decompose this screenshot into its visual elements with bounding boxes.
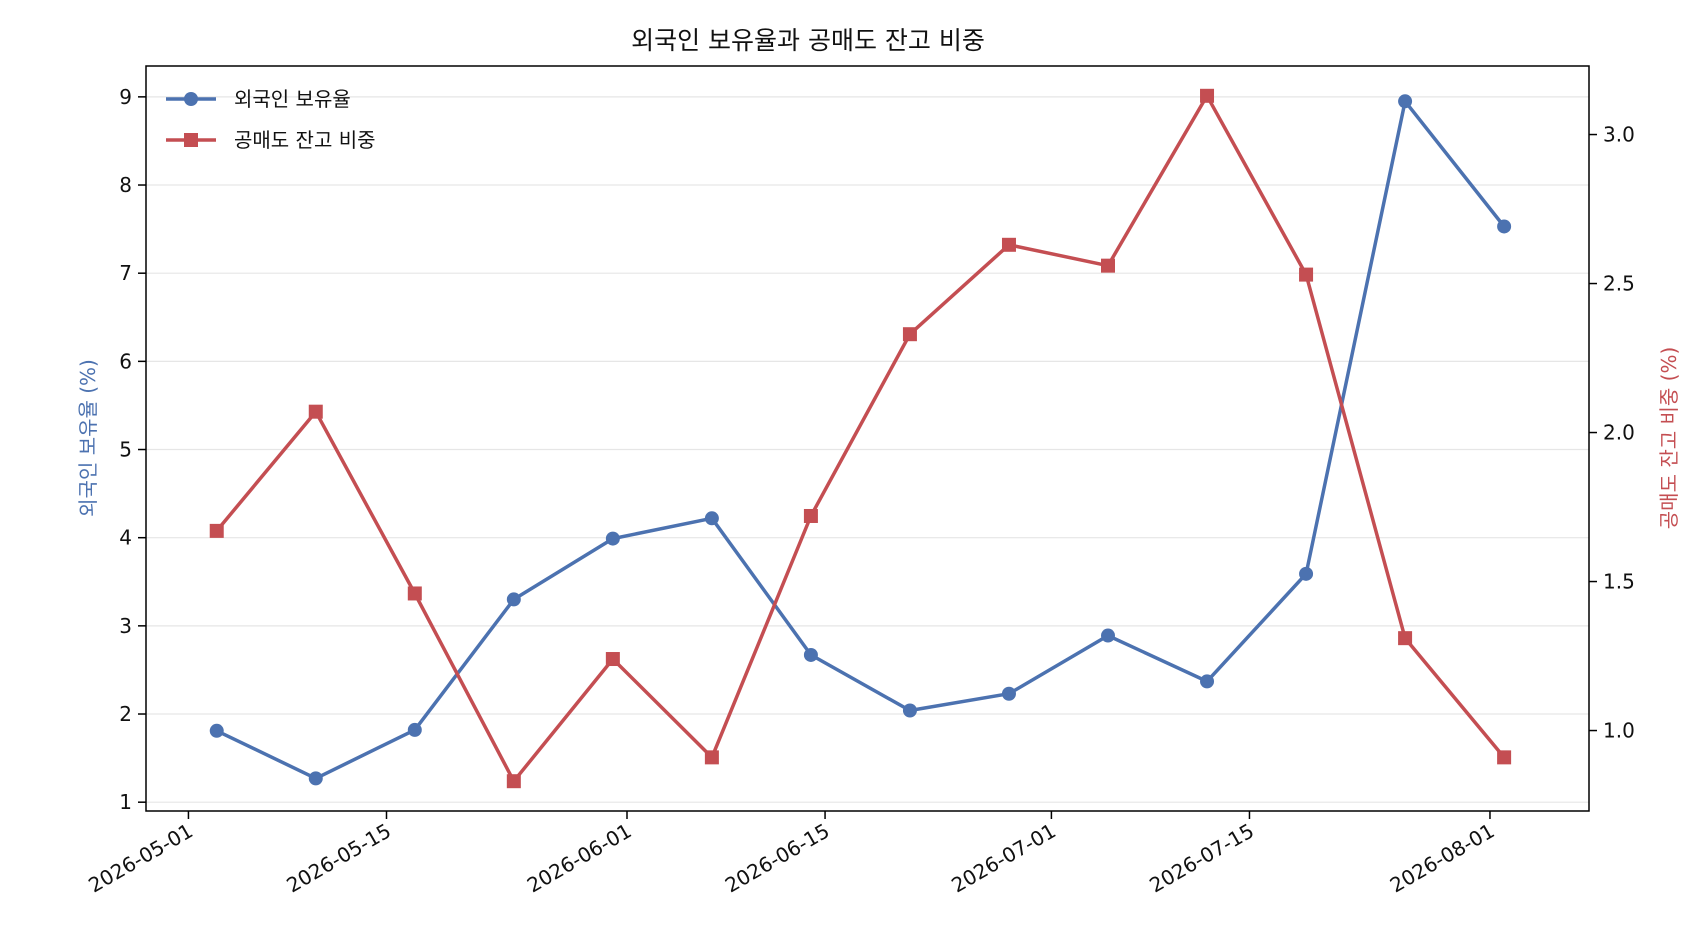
y2-tick-label: 2.5 [1603,272,1635,296]
x-tick-label: 2026-07-01 [947,819,1060,898]
y-tick-label: 5 [119,438,132,462]
x-axis: 2026-05-01 2026-05-15 2026-06-01 2026-06-15… [84,811,1498,897]
foreign-ownership-point [1101,628,1115,643]
short-interest-line [215,94,1506,783]
y-axis-label-left: 외국인 보유율 (%) [76,359,100,517]
y-tick-label: 8 [119,173,132,197]
y-axis-left: 1 2 3 4 5 6 7 8 9 [119,85,146,814]
short-interest-point [1398,631,1413,646]
chart-title: 외국인 보유율과 공매도 잔고 비중 [631,26,985,55]
x-tick-label: 2026-05-15 [282,819,395,898]
y2-tick-label: 3.0 [1603,123,1635,147]
y-tick-label: 3 [119,614,132,638]
foreign-ownership-point [605,531,620,546]
legend-marker-short [184,133,198,147]
short-interest-point [407,586,422,601]
foreign-ownership-point [704,511,719,526]
foreign-ownership-point [1398,94,1413,109]
foreign-ownership-point [902,703,917,718]
series-layer [209,88,1512,789]
short-interest-point [506,774,521,789]
grid [146,96,1589,803]
x-tick-label: 2026-06-15 [721,819,834,898]
short-interest-point [308,404,323,419]
legend-label-foreign: 외국인 보유율 [234,87,351,111]
y-tick-label: 2 [119,702,132,726]
y-tick-label: 4 [119,526,132,550]
short-interest-point [605,652,620,667]
y-axis-label-right: 공매도 잔고 비중 (%) [1657,347,1681,529]
legend-label-short: 공매도 잔고 비중 [234,128,376,152]
short-interest-point [902,327,917,342]
foreign-ownership-point [308,771,323,786]
foreign-ownership-point [1200,674,1215,689]
y-tick-label: 7 [119,261,132,285]
y2-tick-label: 1.5 [1603,570,1635,594]
short-interest-point [1001,237,1016,252]
short-interest-point [1299,267,1314,282]
x-tick-label: 2026-08-01 [1386,819,1499,898]
foreign-ownership-point [506,592,521,607]
y-tick-label: 9 [119,85,132,109]
foreign-ownership-point [1299,566,1314,581]
foreign-ownership-point [1497,219,1512,234]
short-interest-point [1497,750,1512,765]
legend-marker-foreign [184,92,198,106]
foreign-ownership-point [407,722,422,737]
short-interest-point [1101,258,1115,273]
y2-tick-label: 1.0 [1603,719,1635,743]
foreign-ownership-point [1001,686,1016,701]
x-tick-label: 2026-07-15 [1145,819,1258,898]
y2-tick-label: 2.0 [1603,421,1635,445]
y-axis-right: 1.0 1.5 2.0 2.5 3.0 [1589,123,1635,743]
short-interest-point [803,508,818,523]
foreign-ownership-line [215,99,1506,781]
short-interest-point [209,523,224,538]
foreign-ownership-point [803,647,818,662]
y-tick-label: 6 [119,349,132,373]
x-tick-label: 2026-06-01 [523,819,636,898]
legend: 외국인 보유율 공매도 잔고 비중 [166,87,376,152]
foreign-ownership-point [209,723,224,738]
short-interest-point [1200,88,1215,103]
y-tick-label: 1 [119,790,132,814]
x-tick-label: 2026-05-01 [84,819,197,898]
short-interest-point [704,750,719,765]
plot-frame [145,65,1590,812]
